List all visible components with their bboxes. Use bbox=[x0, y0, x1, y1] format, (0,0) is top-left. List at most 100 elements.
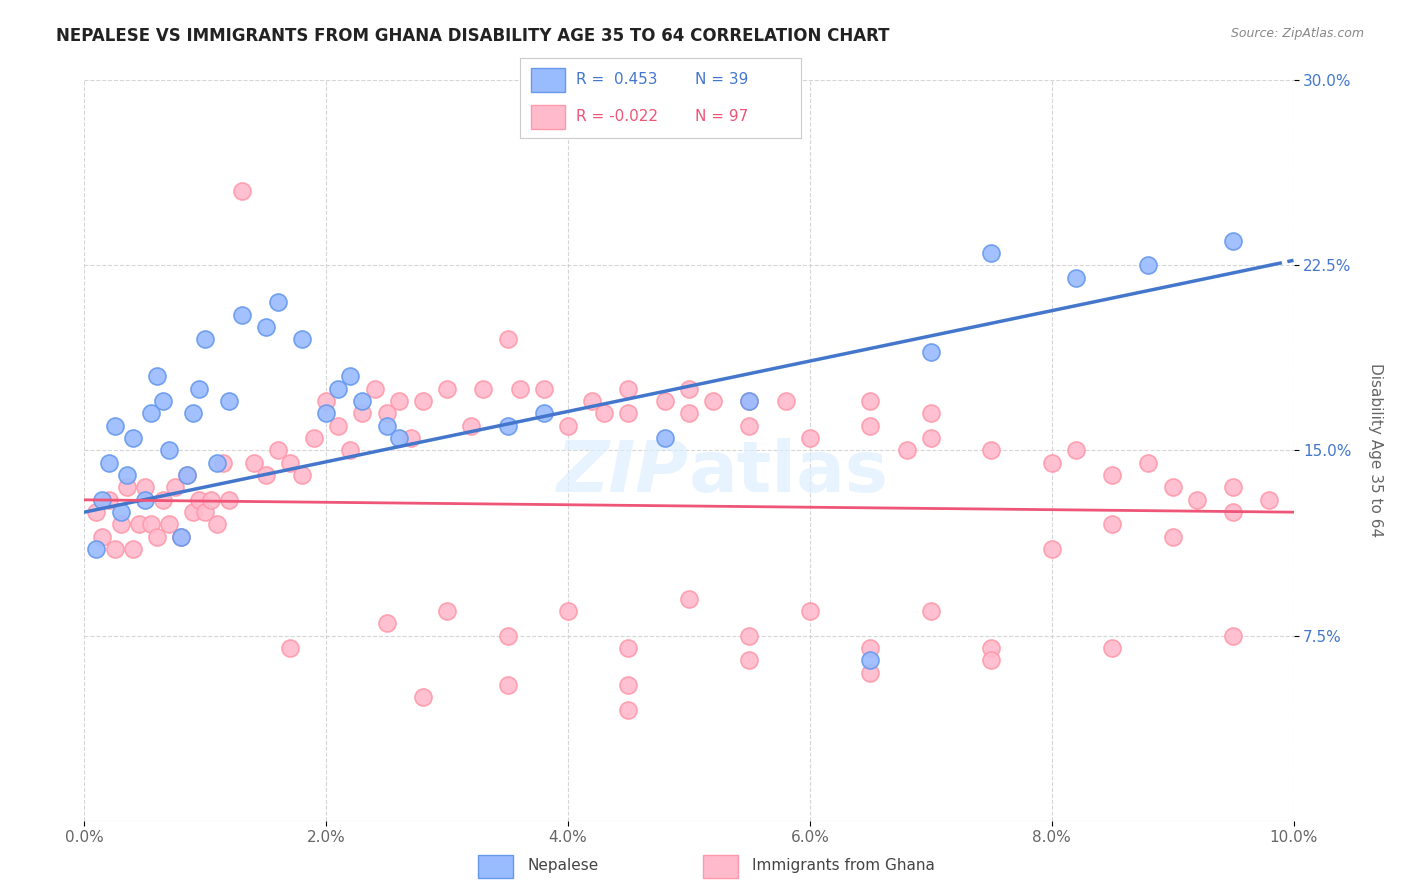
Point bbox=[859, 653, 882, 667]
Point bbox=[1137, 259, 1160, 273]
Point bbox=[291, 468, 314, 483]
Point bbox=[859, 640, 882, 655]
Point bbox=[104, 418, 127, 433]
Point bbox=[388, 394, 411, 409]
Point bbox=[617, 703, 640, 717]
Point bbox=[1222, 505, 1244, 519]
Point bbox=[472, 382, 495, 396]
Point bbox=[1064, 270, 1087, 285]
Point bbox=[896, 443, 918, 458]
Point bbox=[654, 431, 676, 445]
Point bbox=[104, 542, 127, 557]
Point bbox=[212, 456, 235, 470]
Point bbox=[678, 591, 700, 606]
Point bbox=[654, 394, 676, 409]
Point bbox=[1040, 542, 1063, 557]
Point bbox=[121, 542, 143, 557]
Point bbox=[738, 418, 761, 433]
Point bbox=[678, 382, 700, 396]
Point bbox=[110, 505, 132, 519]
Point bbox=[242, 456, 264, 470]
Point bbox=[1161, 480, 1184, 494]
Point bbox=[980, 443, 1002, 458]
Point bbox=[328, 418, 350, 433]
Point bbox=[980, 653, 1002, 667]
Point bbox=[339, 369, 361, 384]
Text: ZIP: ZIP bbox=[557, 438, 689, 508]
Point bbox=[91, 492, 114, 507]
Point bbox=[859, 418, 882, 433]
Point bbox=[218, 492, 240, 507]
Text: atlas: atlas bbox=[689, 438, 889, 508]
Point bbox=[1101, 517, 1123, 532]
Point bbox=[1064, 443, 1087, 458]
Point bbox=[267, 295, 290, 310]
Point bbox=[375, 616, 398, 631]
Point bbox=[254, 468, 277, 483]
Point bbox=[134, 480, 156, 494]
Bar bbox=[478, 855, 513, 878]
Y-axis label: Disability Age 35 to 64: Disability Age 35 to 64 bbox=[1368, 363, 1384, 538]
Point bbox=[738, 394, 761, 409]
Point bbox=[738, 628, 761, 642]
Point bbox=[352, 407, 374, 421]
Point bbox=[509, 382, 531, 396]
Point bbox=[496, 678, 519, 692]
Point bbox=[200, 492, 222, 507]
Point bbox=[128, 517, 150, 532]
Point bbox=[859, 665, 882, 680]
Point bbox=[738, 653, 761, 667]
Point bbox=[399, 431, 422, 445]
Point bbox=[799, 431, 821, 445]
Point bbox=[231, 308, 253, 322]
Point bbox=[165, 480, 187, 494]
Point bbox=[496, 418, 519, 433]
Point bbox=[86, 542, 108, 557]
Point bbox=[581, 394, 603, 409]
Point bbox=[170, 530, 193, 544]
Point bbox=[86, 505, 108, 519]
Point bbox=[315, 407, 337, 421]
Point bbox=[152, 492, 174, 507]
Point bbox=[1185, 492, 1208, 507]
Point bbox=[157, 443, 180, 458]
Point bbox=[593, 407, 616, 421]
Point bbox=[328, 382, 350, 396]
Point bbox=[194, 505, 217, 519]
Point bbox=[291, 332, 314, 346]
Point bbox=[207, 517, 229, 532]
Bar bbox=[531, 104, 565, 128]
Point bbox=[375, 418, 398, 433]
Point bbox=[218, 394, 240, 409]
Point bbox=[496, 332, 519, 346]
Point bbox=[231, 184, 253, 198]
Text: R = -0.022: R = -0.022 bbox=[576, 109, 658, 124]
Text: R =  0.453: R = 0.453 bbox=[576, 72, 658, 87]
Point bbox=[557, 418, 579, 433]
Point bbox=[1161, 530, 1184, 544]
Point bbox=[91, 530, 114, 544]
Point bbox=[920, 604, 942, 618]
Text: Source: ZipAtlas.com: Source: ZipAtlas.com bbox=[1230, 27, 1364, 40]
Point bbox=[152, 394, 174, 409]
Point bbox=[121, 431, 143, 445]
Point bbox=[339, 443, 361, 458]
Point bbox=[799, 604, 821, 618]
Point bbox=[859, 394, 882, 409]
Point bbox=[1222, 628, 1244, 642]
Text: NEPALESE VS IMMIGRANTS FROM GHANA DISABILITY AGE 35 TO 64 CORRELATION CHART: NEPALESE VS IMMIGRANTS FROM GHANA DISABI… bbox=[56, 27, 890, 45]
Point bbox=[775, 394, 797, 409]
Point bbox=[1101, 640, 1123, 655]
Point bbox=[97, 456, 120, 470]
Point bbox=[176, 468, 198, 483]
Point bbox=[254, 320, 277, 334]
Point bbox=[980, 246, 1002, 260]
Bar bbox=[531, 68, 565, 92]
Point bbox=[181, 505, 204, 519]
Point bbox=[176, 468, 198, 483]
Point bbox=[188, 382, 211, 396]
Point bbox=[436, 604, 458, 618]
Point bbox=[1222, 480, 1244, 494]
Point bbox=[617, 407, 640, 421]
Point bbox=[146, 369, 169, 384]
